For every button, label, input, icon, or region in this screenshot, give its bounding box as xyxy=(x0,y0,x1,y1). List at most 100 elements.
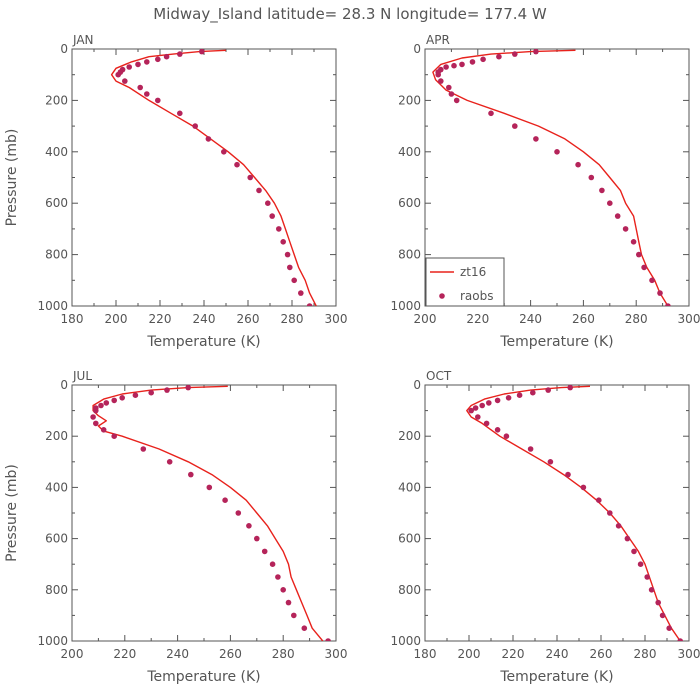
data-point-raobs xyxy=(206,484,213,491)
plot-area xyxy=(90,385,331,641)
legend-swatch-marker xyxy=(439,293,445,299)
y-tick-label: 600 xyxy=(45,196,68,210)
x-axis-label: Temperature (K) xyxy=(146,669,260,685)
data-point-raobs xyxy=(479,402,486,409)
data-point-raobs xyxy=(486,400,492,406)
data-point-raobs xyxy=(122,78,128,84)
data-point-raobs xyxy=(301,625,308,631)
data-point-raobs xyxy=(126,64,132,70)
x-tick-label: 260 xyxy=(572,312,595,326)
plot-area xyxy=(466,385,683,641)
x-tick-label: 180 xyxy=(414,647,437,661)
data-point-raobs xyxy=(588,174,595,181)
y-tick-label: 600 xyxy=(398,196,421,210)
data-point-raobs xyxy=(98,402,104,409)
data-point-raobs xyxy=(265,200,271,206)
x-tick-label: 220 xyxy=(502,647,525,661)
x-tick-label: 280 xyxy=(272,647,295,661)
panel-label: JUL xyxy=(72,369,92,383)
data-point-raobs xyxy=(624,535,631,542)
x-axis-label: Temperature (K) xyxy=(499,334,613,350)
data-point-raobs xyxy=(530,389,536,396)
data-point-raobs xyxy=(565,471,571,478)
x-tick-label: 240 xyxy=(546,647,569,661)
x-axis-label: Temperature (K) xyxy=(499,669,613,685)
y-tick-label: 800 xyxy=(45,583,68,597)
data-point-raobs xyxy=(276,226,282,232)
plot-frame xyxy=(424,384,690,642)
data-point-raobs xyxy=(599,187,605,194)
data-point-raobs xyxy=(472,405,479,411)
data-point-raobs xyxy=(516,392,523,399)
data-point-raobs xyxy=(547,459,554,465)
y-tick-label: 0 xyxy=(413,378,421,392)
data-point-raobs xyxy=(615,523,622,529)
plot-area xyxy=(432,49,671,306)
chart-panel-jan: 180 200 220 240 260 280 300 0 200 400 600 800 1000 JA… xyxy=(4,33,347,350)
data-point-raobs xyxy=(644,574,650,580)
data-point-raobs xyxy=(480,56,486,63)
data-point-raobs xyxy=(607,200,613,206)
data-point-raobs xyxy=(164,387,170,393)
y-tick-label: 800 xyxy=(45,248,68,262)
data-point-raobs xyxy=(144,59,150,65)
data-point-raobs xyxy=(205,136,212,142)
data-point-raobs xyxy=(234,161,240,168)
data-point-raobs xyxy=(280,239,287,245)
x-tick-label: 280 xyxy=(625,312,648,326)
data-point-raobs xyxy=(575,161,581,168)
data-point-raobs xyxy=(533,49,539,55)
panel-label: JAN xyxy=(72,33,94,47)
x-tick-label: 220 xyxy=(149,312,172,326)
data-point-raobs xyxy=(93,407,99,414)
data-point-raobs xyxy=(119,395,125,401)
panels: 180 200 220 240 260 280 300 0 200 400 600 800 1000 JA… xyxy=(4,33,700,685)
data-point-raobs xyxy=(503,433,510,440)
data-point-raobs xyxy=(291,612,297,619)
data-point-raobs xyxy=(221,149,227,155)
data-point-raobs xyxy=(533,136,539,142)
series-line-zt16 xyxy=(466,385,681,641)
data-point-raobs xyxy=(256,187,262,194)
y-tick-label: 400 xyxy=(45,480,68,494)
x-tick-label: 180 xyxy=(61,312,84,326)
y-tick-label: 200 xyxy=(45,93,68,107)
data-point-raobs xyxy=(280,587,287,593)
x-tick-label: 300 xyxy=(678,312,700,326)
data-point-raobs xyxy=(163,53,170,60)
data-point-raobs xyxy=(512,123,518,129)
y-tick-label: 400 xyxy=(398,480,421,494)
data-point-raobs xyxy=(185,385,191,391)
x-tick-label: 200 xyxy=(414,312,437,326)
y-tick-label: 0 xyxy=(60,378,68,392)
panel-label: APR xyxy=(426,33,450,47)
y-tick-label: 1000 xyxy=(37,634,68,648)
x-tick-label: 260 xyxy=(219,647,242,661)
data-point-raobs xyxy=(285,599,292,606)
data-point-raobs xyxy=(247,174,253,181)
data-point-raobs xyxy=(155,56,161,63)
data-point-raobs xyxy=(448,91,455,97)
data-point-raobs xyxy=(468,407,475,414)
data-point-raobs xyxy=(453,97,460,104)
data-point-raobs xyxy=(137,84,143,91)
y-tick-label: 200 xyxy=(398,429,421,443)
x-tick-label: 200 xyxy=(458,647,481,661)
x-tick-label: 300 xyxy=(325,312,348,326)
data-point-raobs xyxy=(641,264,647,271)
legend: zt16 raobs xyxy=(425,257,505,307)
data-point-raobs xyxy=(459,61,465,68)
data-point-raobs xyxy=(580,484,587,491)
data-point-raobs xyxy=(115,71,121,78)
data-point-raobs xyxy=(554,149,560,155)
data-point-raobs xyxy=(100,427,107,433)
x-tick-label: 240 xyxy=(519,312,542,326)
data-point-raobs xyxy=(488,110,494,117)
data-point-raobs xyxy=(93,420,99,427)
x-tick-label: 220 xyxy=(113,647,136,661)
data-point-raobs xyxy=(177,51,183,57)
y-tick-label: 1000 xyxy=(37,299,68,313)
plot-frame xyxy=(71,48,337,307)
data-point-raobs xyxy=(636,251,642,258)
data-point-raobs xyxy=(483,420,490,427)
